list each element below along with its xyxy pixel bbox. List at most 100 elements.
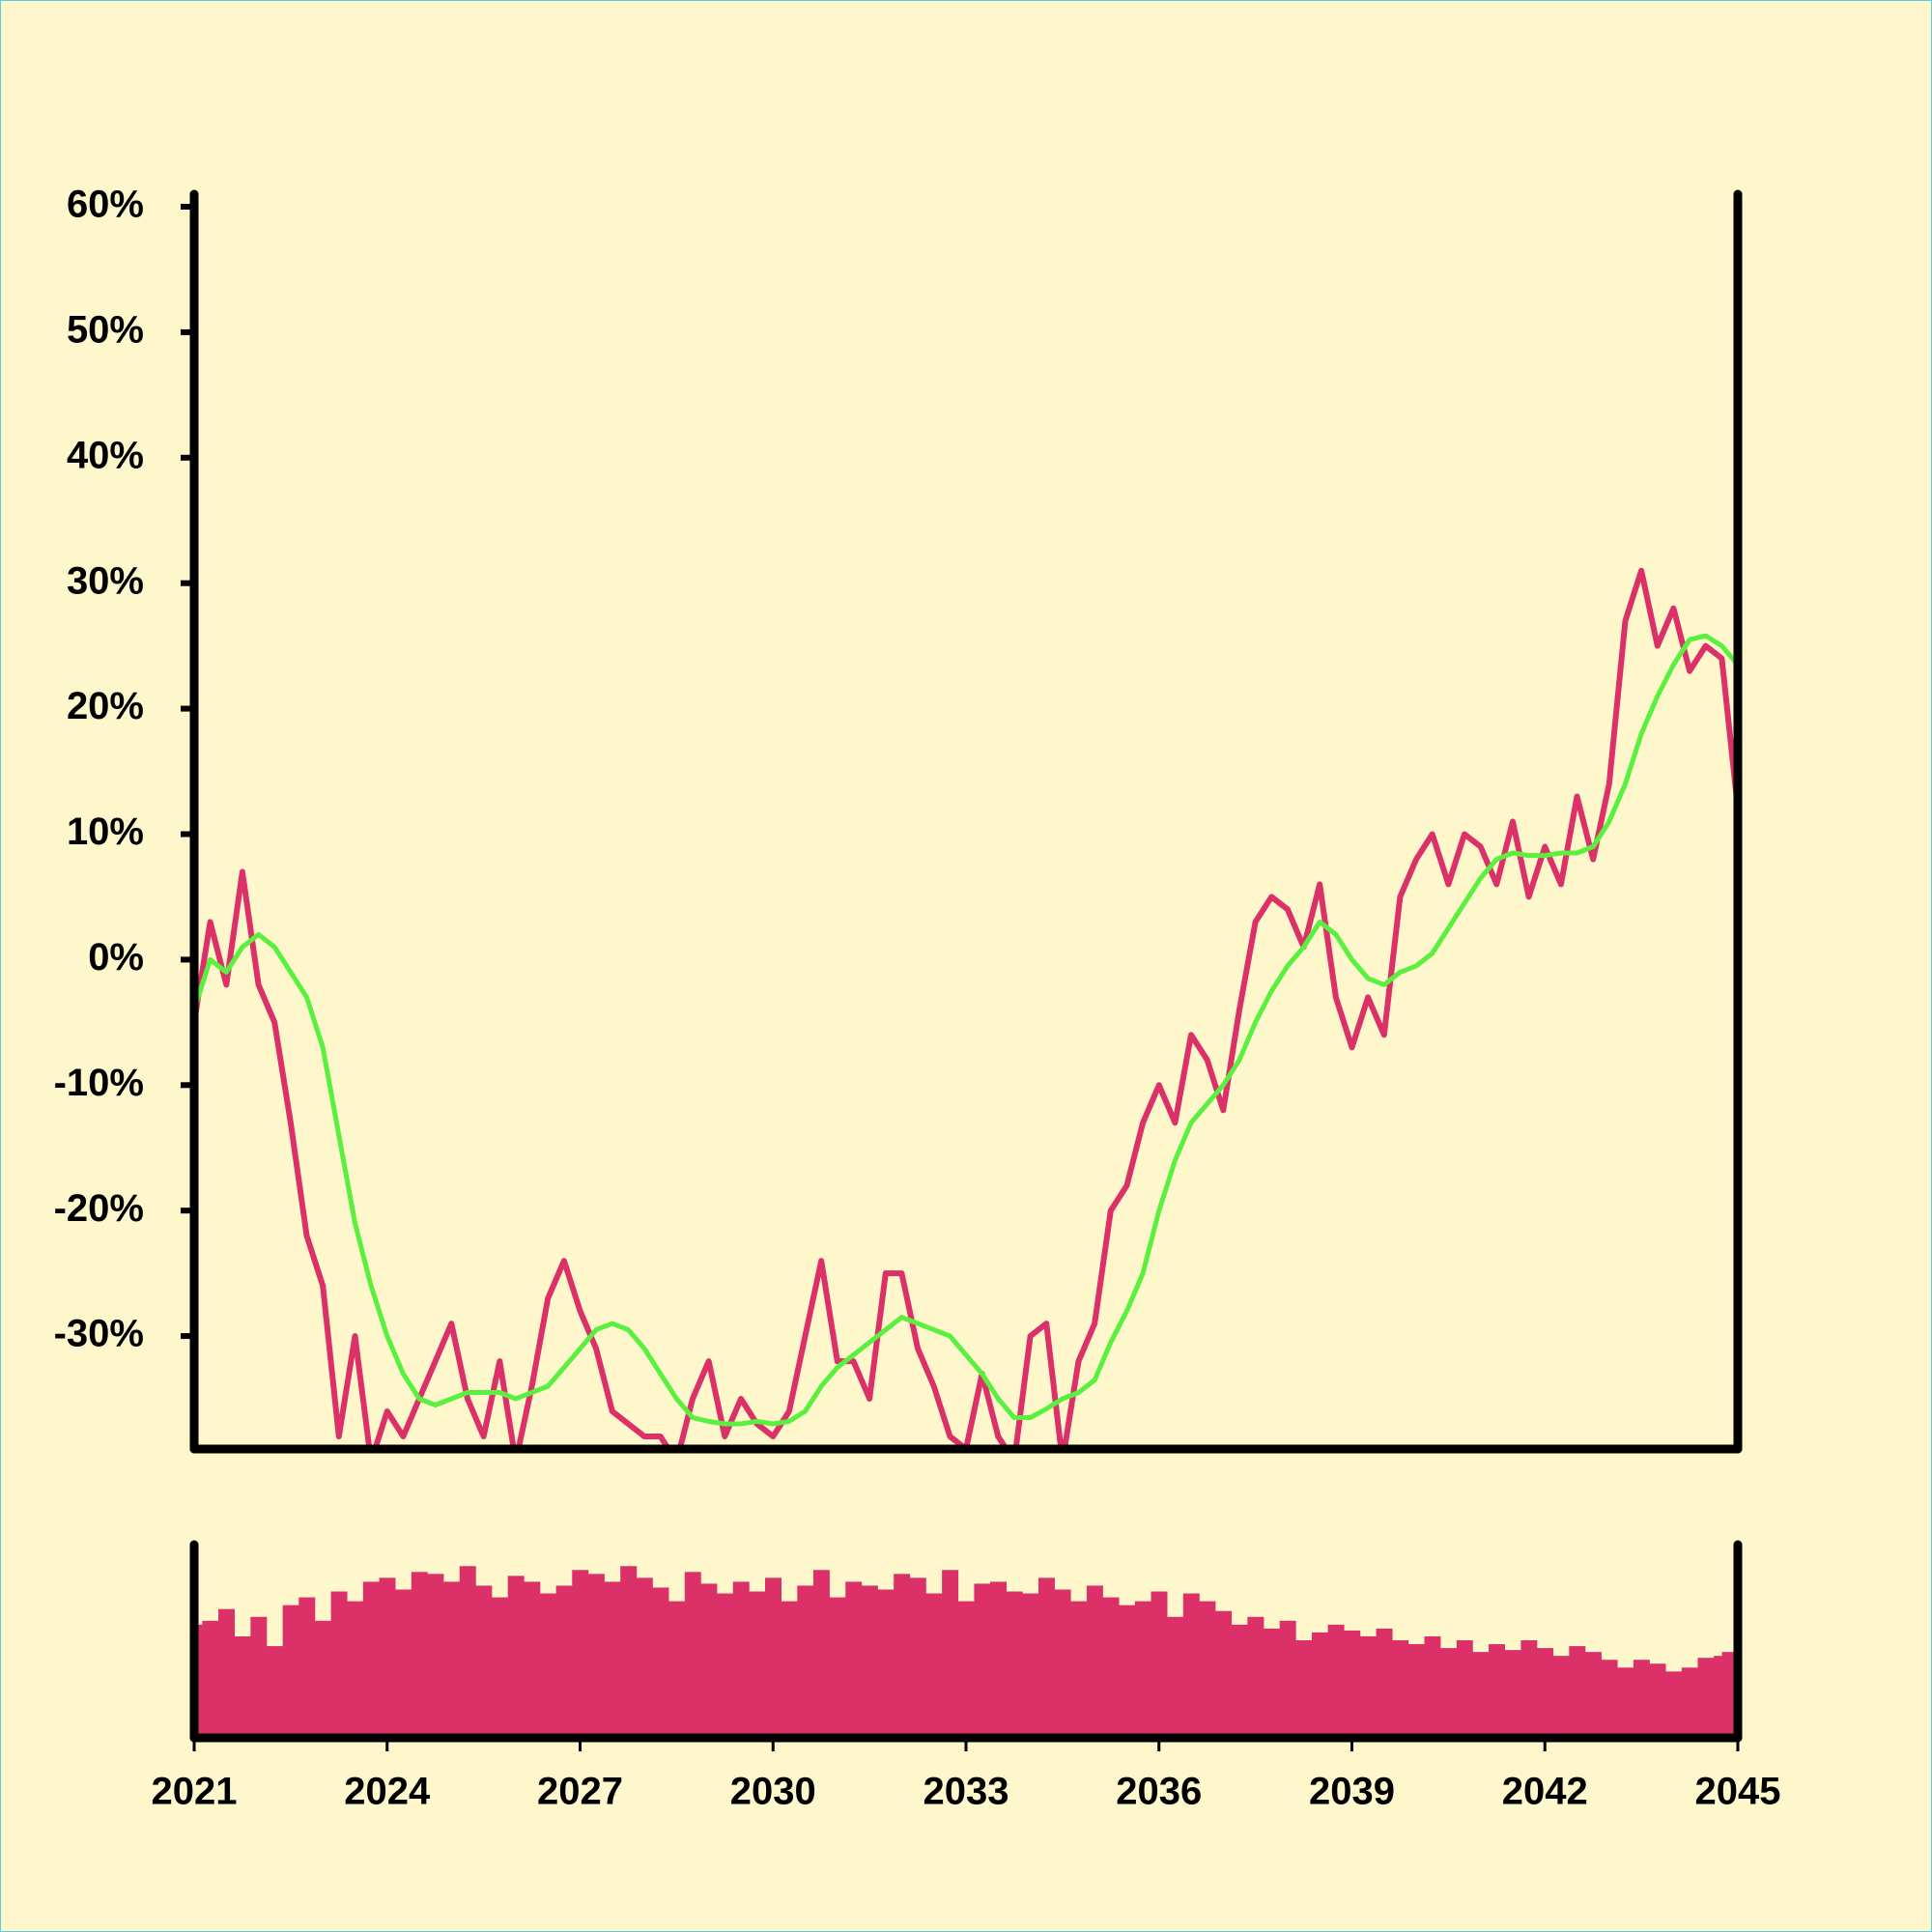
volume-bar	[1456, 1640, 1473, 1738]
y-tick-label: 60%	[67, 184, 144, 226]
volume-bar	[1617, 1667, 1634, 1738]
x-tick-label: 2036	[1116, 1771, 1202, 1813]
volume-bar	[732, 1581, 750, 1738]
x-tick-label: 2021	[152, 1771, 238, 1813]
volume-bar	[636, 1577, 653, 1738]
volume-bar	[652, 1587, 669, 1738]
volume-bar	[282, 1605, 299, 1738]
volume-bar	[379, 1577, 396, 1738]
volume-bar	[1584, 1652, 1602, 1738]
volume-bar	[1311, 1632, 1328, 1738]
volume-bar	[1504, 1650, 1521, 1738]
volume-bar	[395, 1589, 412, 1738]
volume-bar	[812, 1570, 830, 1738]
volume-bar	[829, 1597, 846, 1738]
volume-bar	[909, 1577, 926, 1738]
y-tick-label: 20%	[67, 685, 144, 727]
volume-bar	[765, 1577, 781, 1738]
x-tick-label: 2039	[1309, 1771, 1395, 1813]
volume-bar	[539, 1593, 556, 1738]
y-tick-label: -30%	[54, 1313, 144, 1355]
y-tick-label: 0%	[88, 936, 144, 979]
volume-bar	[218, 1608, 236, 1738]
volume-bar	[234, 1635, 251, 1738]
volume-bar	[1440, 1648, 1458, 1738]
volume-bar	[587, 1574, 605, 1738]
volume-bar	[1199, 1601, 1216, 1738]
volume-bar	[957, 1601, 975, 1738]
volume-bar	[1359, 1635, 1377, 1738]
volume-plot	[194, 1566, 1739, 1738]
volume-bar	[1102, 1597, 1120, 1738]
volume-bar	[1633, 1660, 1650, 1738]
x-tick-label: 2045	[1695, 1771, 1781, 1813]
volume-bar	[1279, 1620, 1296, 1738]
y-tick-label: 30%	[67, 559, 144, 602]
volume-bar	[362, 1581, 380, 1738]
volume-bar	[1665, 1671, 1683, 1738]
volume-bar	[1649, 1663, 1666, 1738]
volume-bar	[620, 1566, 638, 1738]
y-tick-label: 40%	[67, 434, 144, 476]
volume-bar	[668, 1601, 686, 1738]
x-tick-label: 2033	[923, 1771, 1009, 1813]
volume-bar	[1264, 1628, 1281, 1738]
volume-bar	[330, 1591, 348, 1738]
volume-bar	[1247, 1616, 1264, 1738]
volume-bar	[524, 1581, 541, 1738]
volume-bar	[1037, 1577, 1055, 1738]
volume-bar	[1006, 1591, 1023, 1738]
volume-bar	[717, 1593, 734, 1738]
volume-bar	[1327, 1624, 1345, 1738]
volume-bar	[925, 1593, 943, 1738]
volume-bar	[1552, 1656, 1570, 1738]
volume-bar	[250, 1616, 268, 1738]
volume-bar	[1182, 1593, 1200, 1738]
volume-bar	[1231, 1624, 1248, 1738]
x-tick-label: 2027	[537, 1771, 623, 1813]
volume-bar	[1022, 1593, 1039, 1738]
volume-bar	[475, 1585, 493, 1738]
volume-bar	[1681, 1667, 1698, 1738]
volume-bar	[314, 1620, 331, 1738]
volume-bar	[1601, 1660, 1618, 1738]
volume-bar	[604, 1581, 621, 1738]
volume-bar	[1119, 1605, 1136, 1738]
volume-bar	[507, 1576, 525, 1738]
volume-bar	[427, 1574, 444, 1738]
volume-bar	[492, 1597, 509, 1738]
volume-bar	[1344, 1630, 1361, 1738]
x-tick-label: 2024	[344, 1771, 431, 1813]
volume-bar	[1151, 1591, 1168, 1738]
volume-bar	[877, 1589, 895, 1738]
volume-bar	[202, 1620, 219, 1738]
x-tick-label: 2042	[1502, 1771, 1588, 1813]
volume-bar	[861, 1585, 878, 1738]
volume-bar	[894, 1574, 911, 1738]
x-tick-label: 2030	[730, 1771, 816, 1813]
volume-bar	[700, 1583, 718, 1738]
volume-bar	[1086, 1585, 1103, 1738]
volume-bar	[1070, 1601, 1088, 1738]
volume-bar	[797, 1585, 814, 1738]
volume-bar	[974, 1583, 991, 1738]
volume-bar	[298, 1597, 316, 1738]
series-line	[194, 567, 1737, 1449]
volume-bar	[347, 1601, 364, 1738]
volume-bar	[942, 1570, 959, 1738]
volume-bar	[845, 1581, 863, 1738]
volume-bar	[1167, 1616, 1184, 1738]
price-plot	[194, 567, 1737, 1449]
y-tick-label: 50%	[67, 308, 144, 351]
y-tick-label: -20%	[54, 1187, 144, 1230]
volume-bar	[572, 1570, 589, 1738]
volume-bar	[1472, 1652, 1490, 1738]
volume-bar	[411, 1572, 428, 1738]
volume-bar	[1520, 1640, 1538, 1738]
volume-bar	[555, 1585, 573, 1738]
volume-bar	[1407, 1644, 1425, 1738]
volume-bar	[781, 1601, 798, 1738]
volume-bar	[1697, 1658, 1715, 1738]
volume-bar	[1424, 1635, 1441, 1738]
volume-bar	[684, 1572, 701, 1738]
